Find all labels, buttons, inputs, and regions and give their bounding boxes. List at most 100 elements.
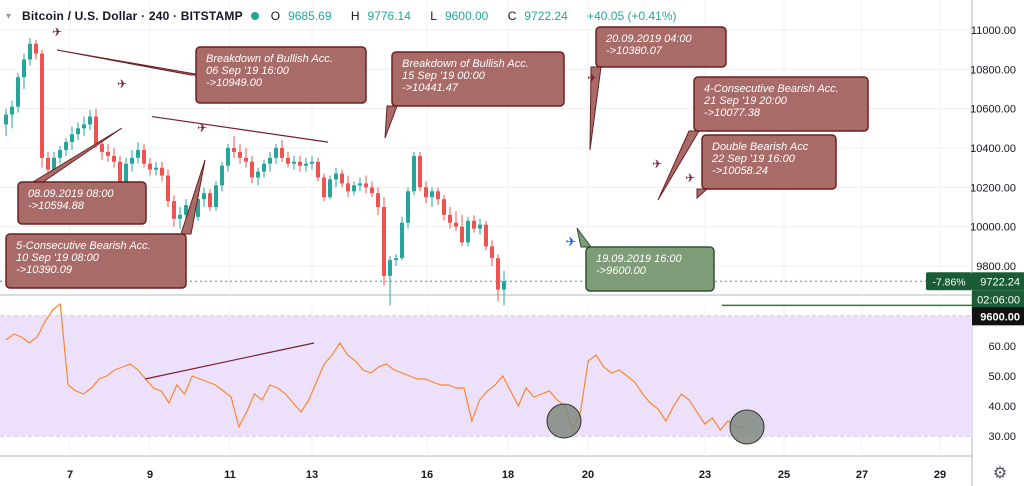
rsi-tick-label: 40.00	[988, 401, 1016, 413]
countdown-badge	[972, 290, 1024, 309]
rsi-line	[5, 302, 744, 432]
callout-line: ->10594.88	[28, 200, 85, 212]
candle-body	[322, 177, 326, 198]
callout-box	[391, 51, 565, 107]
callout-line: 5-Consecutive Bearish Acc.	[16, 240, 151, 252]
support-text: 9600.00	[980, 311, 1020, 323]
callout-pointer	[384, 105, 398, 139]
symbol-name: Bitcoin / U.S. Dollar	[22, 9, 138, 23]
symbol-title[interactable]: Bitcoin / U.S. Dollar · 240 · BITSTAMP	[22, 9, 243, 23]
price-trendline	[151, 115, 329, 143]
candle-body	[82, 124, 86, 129]
candle-body	[346, 183, 350, 192]
rsi-tick-label: 60.00	[988, 341, 1016, 353]
pct-change-badge	[926, 272, 972, 291]
callout-line: ->10380.07	[606, 45, 663, 57]
axis-labels: 7 9 11 13 16 18 20 23 25 27 29 ⚙	[67, 463, 1007, 482]
rsi-oversold-marker	[729, 409, 765, 445]
candle-body	[460, 226, 464, 243]
candle-body	[106, 151, 110, 156]
callout-line: 06 Sep '19 16:00	[206, 65, 290, 77]
callout-pointer	[180, 159, 206, 235]
candle-body	[466, 220, 470, 243]
candle-body	[274, 148, 278, 158]
y-tick-label: 10200.00	[970, 182, 1016, 194]
callout-pointer	[657, 130, 700, 201]
sell-marker-icon: ✈	[197, 121, 207, 135]
candle-body	[298, 161, 302, 166]
y-tick-label: 9800.00	[976, 261, 1016, 273]
chart-lines	[0, 115, 972, 307]
candle-body	[310, 161, 314, 164]
candle-body	[196, 199, 200, 217]
callout-text: 4-Consecutive Bearish Acc. 21 Sep '19 20:…	[703, 83, 839, 119]
callout-line: ->9600.00	[596, 265, 647, 277]
settings-gear-icon: ⚙	[993, 463, 1007, 482]
candle-body	[142, 149, 146, 164]
x-tick-label: 7	[67, 469, 73, 481]
candle-body	[40, 53, 44, 158]
candle-body	[136, 149, 140, 158]
candle-body	[52, 157, 56, 170]
collapse-arrow-icon[interactable]: ▾	[6, 10, 12, 22]
candle-body	[304, 163, 308, 166]
x-tick-label: 16	[421, 469, 433, 481]
callout-line: ->10390.09	[16, 264, 72, 276]
candle-body	[178, 214, 182, 219]
candle-body	[112, 155, 116, 162]
price-candles	[4, 37, 506, 306]
candle-body	[262, 163, 266, 172]
rsi-tick-label: 50.00	[988, 371, 1016, 383]
candle-body	[70, 134, 74, 143]
callout-text: Double Bearish Acc 22 Sep '19 16:00 ->1005…	[711, 141, 809, 177]
candle-body	[34, 43, 38, 54]
candle-body	[160, 167, 164, 176]
candle-body	[490, 246, 494, 259]
candle-body	[496, 258, 500, 290]
sell-marker-icon: ✈	[685, 171, 695, 185]
callout-text: 5-Consecutive Bearish Acc. 10 Sep '19 08:…	[16, 240, 151, 276]
candle-body	[28, 43, 32, 60]
change-value: +40.05 (+0.41%)	[587, 9, 677, 23]
callout-line: ->10077.38	[704, 107, 761, 119]
candle-body	[502, 281, 506, 290]
candle-body	[286, 157, 290, 164]
callout-line: ->10949.00	[206, 77, 263, 89]
rsi-oversold-marker	[546, 403, 582, 439]
buy-marker-icon: ✈	[566, 235, 577, 250]
candle-body	[370, 187, 374, 194]
sell-marker-icon: ✈	[52, 25, 62, 39]
price-now-text: 9722.24	[980, 276, 1020, 288]
candle-body	[214, 185, 218, 207]
callout-text: 08.09.2019 08:00 ->10594.88	[28, 188, 115, 212]
callout-line: Breakdown of Bullish Acc.	[402, 58, 529, 70]
candle-body	[220, 165, 224, 186]
x-tick-label: 18	[502, 469, 514, 481]
y-tick-label: 10800.00	[970, 64, 1016, 76]
candle-body	[430, 191, 434, 198]
ohlc-values: O 9685.69 H 9776.14 L 9600.00 C 9722.24 +40.…	[270, 9, 677, 23]
y-tick-label: 10000.00	[970, 222, 1016, 234]
candle-body	[418, 155, 422, 188]
candle-body	[394, 258, 398, 261]
candle-body	[328, 179, 332, 198]
candle-body	[448, 214, 452, 223]
candle-body	[376, 193, 380, 207]
callout-pointer	[56, 49, 202, 76]
candle-body	[202, 193, 206, 200]
price-axis: 9800.00 10000.00 10200.00 10400.00 10600.00 1…	[926, 25, 1024, 443]
candle-body	[124, 163, 128, 188]
candle-body	[256, 171, 260, 178]
candle-body	[424, 187, 428, 198]
sell-marker-icon: ✈	[652, 157, 662, 171]
candle-body	[442, 199, 446, 215]
candle-body	[148, 163, 152, 170]
candle-body	[16, 77, 20, 107]
symbol-header: ▾ Bitcoin / U.S. Dollar · 240 · BITSTAMP…	[6, 6, 685, 26]
candle-body	[352, 185, 356, 192]
candle-body	[412, 155, 416, 192]
close-value: 9722.24	[524, 9, 568, 23]
x-tick-label: 23	[699, 469, 711, 481]
candle-body	[76, 128, 80, 135]
